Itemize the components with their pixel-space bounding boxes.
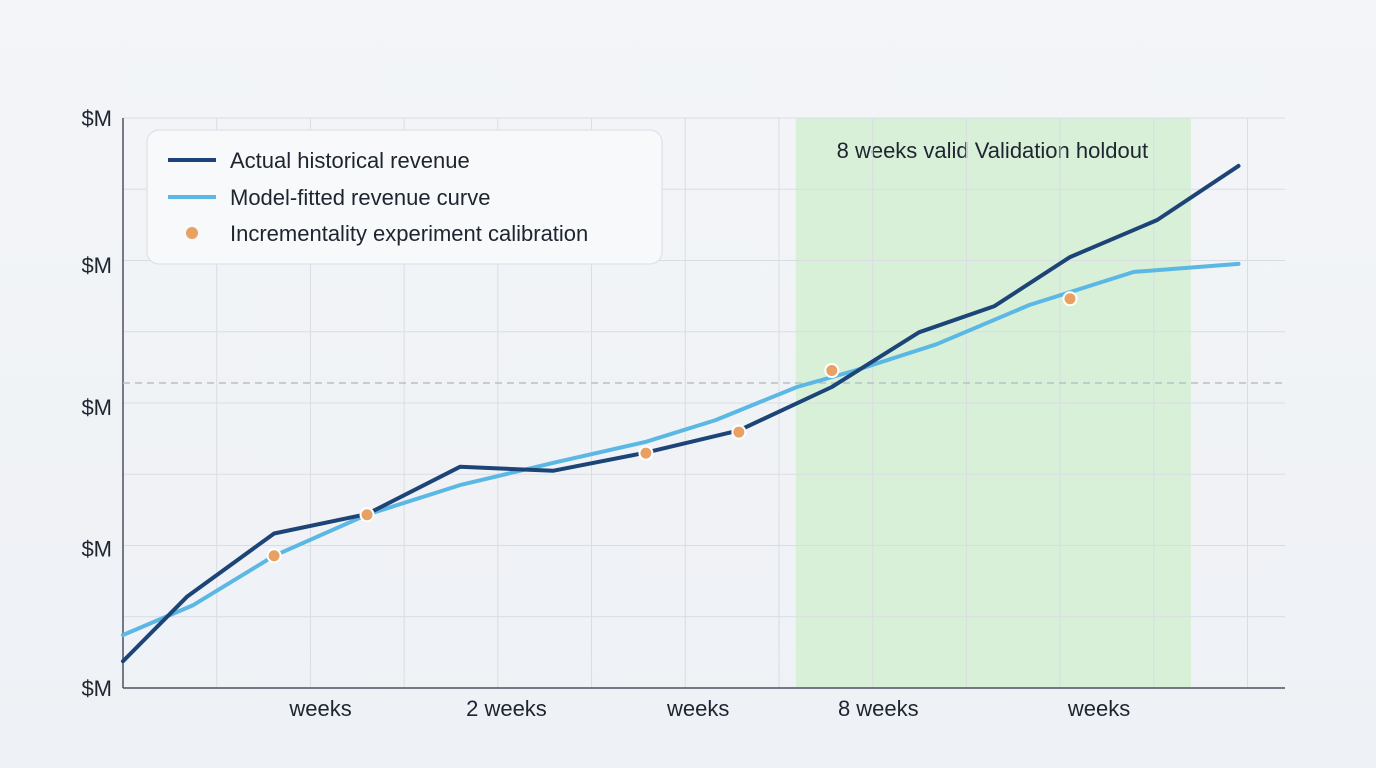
calibration-point	[1062, 291, 1078, 307]
x-tick-label: weeks	[666, 696, 729, 721]
y-tick-label: $M	[81, 676, 112, 701]
y-tick-label: $M	[81, 536, 112, 561]
legend-box	[146, 129, 663, 265]
x-tick-label: 8 weeks	[838, 696, 919, 721]
axes	[122, 118, 1285, 689]
x-tick-label: 2 weeks	[466, 696, 547, 721]
calibration-points	[266, 291, 1078, 564]
calibration-point	[731, 424, 747, 440]
legend-label-model: Model-fitted revenue curve	[230, 185, 490, 210]
series-lines	[121, 163, 1241, 664]
y-tick-label: $M	[81, 395, 112, 420]
legend-swatch-calibration	[186, 227, 198, 239]
legend-label-calibration: Incrementality experiment calibration	[230, 221, 588, 246]
x-tick-label: weeks	[288, 696, 351, 721]
calibration-point	[266, 548, 282, 564]
y-tick-label: $M	[81, 106, 112, 131]
calibration-point	[638, 445, 654, 461]
calibration-point	[824, 363, 840, 379]
model-fitted-line	[121, 261, 1241, 637]
actual-revenue-line	[121, 163, 1241, 664]
holdout-label: 8 weeks valid Validation holdout	[837, 138, 1148, 163]
tick-labels: $M $M $M $M $M weeks 2 weeks weeks 8 weeks weeks	[81, 106, 1130, 721]
calibration-point	[359, 507, 375, 523]
legend-label-actual: Actual historical revenue	[230, 148, 470, 173]
legend: Actual historical revenue Model-fitted r…	[146, 129, 663, 265]
x-tick-label: weeks	[1067, 696, 1130, 721]
y-tick-label: $M	[81, 253, 112, 278]
